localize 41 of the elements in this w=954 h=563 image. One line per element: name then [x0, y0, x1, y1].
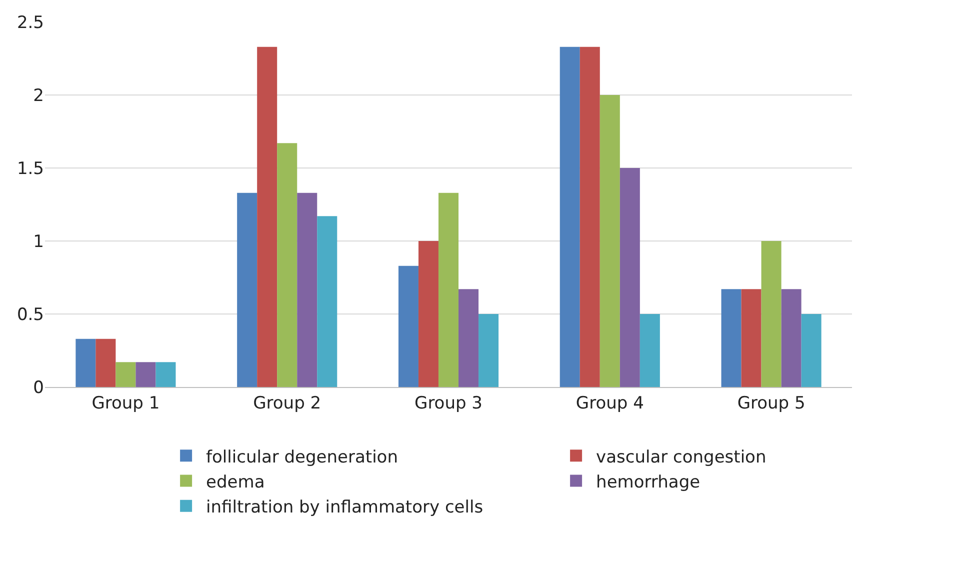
y-tick-label: 0	[33, 378, 44, 398]
y-tick-label: 2.5	[16, 12, 44, 33]
bar	[580, 46, 600, 387]
bar	[761, 241, 782, 387]
legend-label: edema	[206, 472, 265, 492]
y-tick-label: 0.5	[16, 304, 44, 325]
bar	[741, 289, 762, 387]
legend-label: infiltration by inflammatory cells	[206, 497, 484, 518]
x-tick-label: Group 4	[576, 393, 644, 414]
bar	[458, 289, 479, 387]
bar	[801, 314, 822, 387]
legend-label: follicular degeneration	[206, 447, 398, 468]
bar	[478, 314, 499, 387]
bar	[560, 46, 580, 387]
bar	[640, 314, 660, 387]
bar	[156, 362, 176, 387]
y-tick-label: 1.5	[16, 158, 44, 179]
x-tick-label: Group 5	[737, 393, 806, 414]
bar	[136, 362, 156, 387]
bar	[781, 289, 802, 387]
y-tick-label: 2	[33, 86, 44, 106]
bar	[277, 143, 298, 387]
bar	[257, 46, 278, 387]
bar	[76, 338, 96, 387]
bar	[398, 266, 418, 387]
legend-label: hemorrhage	[596, 472, 700, 492]
bar	[620, 168, 640, 387]
x-tick-label: Group 2	[253, 393, 322, 414]
x-tick-label: Group 3	[414, 393, 482, 414]
bar	[116, 362, 136, 387]
bar	[418, 241, 438, 387]
y-tick-label: 1	[33, 232, 44, 252]
bar	[297, 192, 318, 387]
x-tick-label: Group 1	[92, 393, 160, 414]
bar	[96, 338, 116, 387]
bar	[317, 216, 338, 387]
bar	[438, 192, 459, 387]
bar	[721, 289, 742, 387]
legend-label: vascular congestion	[596, 447, 766, 468]
bar	[237, 192, 258, 387]
bar	[600, 95, 620, 387]
